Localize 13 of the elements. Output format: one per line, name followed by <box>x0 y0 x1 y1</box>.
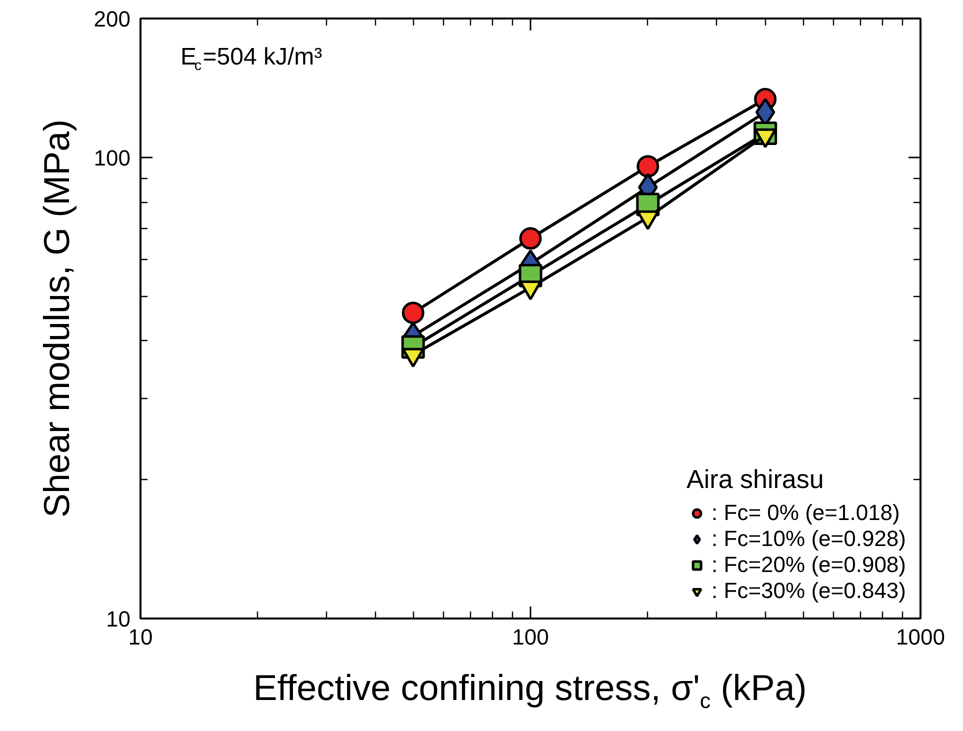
y-tick-label: 100 <box>94 145 131 170</box>
x-tick-label: 10 <box>128 624 153 650</box>
legend-label: : Fc=10% (e=0.928) <box>712 526 906 552</box>
legend-title: Aira shirasu <box>686 464 825 495</box>
y-axis-title: Shear modulus, G (MPa) <box>36 119 77 518</box>
legend-label: : Fc= 0% (e=1.018) <box>712 500 900 526</box>
x-tick-label: 100 <box>512 624 549 650</box>
x-axis-title: Effective confining stress, σ'$_{c}$ (kPa) <box>252 666 808 716</box>
y-tick-label: 10 <box>106 606 131 632</box>
x-tick-label: 1000 <box>896 624 945 650</box>
legend-label: : Fc=30% (e=0.843) <box>712 578 906 604</box>
legend-label: : Fc=20% (e=0.908) <box>712 552 906 578</box>
y-tick-label: 200 <box>94 6 131 32</box>
